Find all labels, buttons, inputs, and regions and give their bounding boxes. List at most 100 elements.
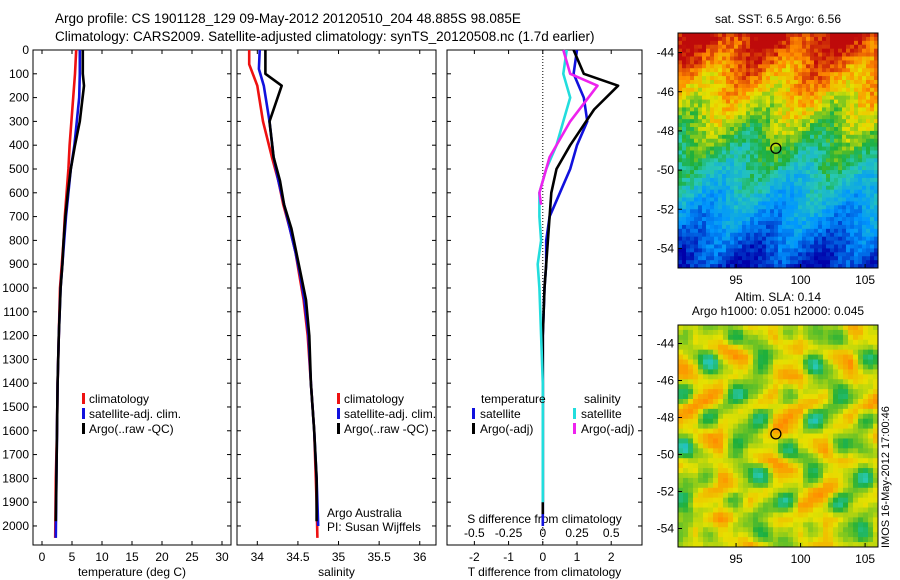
map-cell (833, 492, 839, 499)
map-cell (768, 379, 774, 385)
map-cell (798, 205, 803, 210)
map-cell (774, 154, 779, 159)
map-cell (703, 423, 709, 429)
map-cell (858, 463, 864, 469)
map-cell (762, 154, 767, 159)
map-cell (858, 244, 863, 249)
map-cell (858, 83, 863, 89)
map-cell (834, 130, 839, 136)
map-cell (742, 33, 747, 38)
map-cell (823, 344, 829, 351)
map-cell (870, 201, 875, 206)
map-cell (748, 325, 754, 331)
map-cell (762, 115, 767, 120)
map-cell (783, 502, 789, 508)
map-cell (774, 260, 779, 265)
map-cell (826, 221, 831, 226)
map-cell (702, 64, 707, 69)
map-cell (706, 44, 711, 50)
map-cell (838, 487, 844, 494)
map-cell (738, 468, 744, 474)
map-cell (750, 119, 755, 124)
map-cell (678, 138, 683, 144)
legend-title: temperature (481, 392, 546, 406)
map-cell (782, 146, 787, 151)
map-cell (802, 48, 807, 53)
map-cell (722, 209, 727, 214)
map-cell (738, 64, 743, 69)
map-cell (683, 325, 689, 331)
map-cell (830, 228, 835, 234)
map-cell (753, 394, 759, 400)
map-cell (834, 64, 839, 69)
map-cell (833, 443, 839, 449)
map-cell (762, 60, 767, 65)
s-tick-label: -0.5 (464, 526, 485, 540)
map-cell (678, 87, 683, 93)
map-cell (730, 193, 735, 198)
map-cell (706, 213, 711, 218)
map-cell (730, 115, 735, 120)
map-cell (733, 408, 739, 415)
map-cell (682, 185, 687, 191)
map-cell (794, 244, 799, 249)
map-cell (782, 56, 787, 61)
map-cell (848, 329, 854, 336)
map-cell (834, 36, 839, 42)
map-cell (754, 123, 759, 128)
map-cell (793, 344, 799, 351)
map-cell (770, 115, 775, 120)
map-cell (814, 40, 819, 46)
map-cell (758, 522, 764, 528)
map-cell (693, 433, 699, 439)
map-cell (808, 433, 814, 439)
map-cell (770, 162, 775, 167)
map-cell (813, 477, 819, 484)
map-cell (868, 389, 874, 395)
map-cell (702, 248, 707, 253)
map-cell (754, 154, 759, 159)
map-cell (682, 170, 687, 175)
map-cell (842, 256, 847, 261)
map-cell (868, 482, 874, 489)
map-cell (862, 56, 867, 61)
map-cell (708, 468, 714, 474)
map-cell (722, 68, 727, 73)
map-cell (738, 83, 743, 89)
map-cell (766, 244, 771, 249)
map-cell (818, 497, 824, 503)
map-cell (873, 448, 879, 454)
map-cell (683, 428, 689, 434)
map-cell (846, 150, 851, 155)
map-cell (682, 64, 687, 69)
map-cell (723, 428, 729, 434)
map-cell (678, 224, 683, 230)
map-cell (768, 507, 774, 513)
map-cell (833, 394, 839, 400)
map-cell (718, 418, 724, 425)
map-cell (838, 111, 843, 116)
map-cell (718, 170, 723, 175)
map-cell (873, 329, 879, 336)
map-cell (706, 244, 711, 249)
map-cell (853, 413, 859, 420)
map-cell (818, 95, 823, 100)
map-cell (782, 174, 787, 179)
map-cell (773, 379, 779, 385)
map-cell (830, 252, 835, 257)
map-cell (874, 166, 879, 171)
map-cell (774, 52, 779, 57)
map-cell (868, 408, 874, 415)
map-cell (814, 107, 819, 112)
map-cell (758, 52, 763, 57)
map-cell (773, 354, 779, 360)
map-cell (782, 138, 787, 144)
map-cell (803, 369, 809, 375)
map-cell (853, 522, 859, 528)
map-cell (763, 497, 769, 503)
map-cell (754, 185, 759, 191)
map-cell (758, 468, 764, 474)
map-cell (814, 60, 819, 65)
map-cell (722, 56, 727, 61)
map-cell (698, 189, 703, 194)
